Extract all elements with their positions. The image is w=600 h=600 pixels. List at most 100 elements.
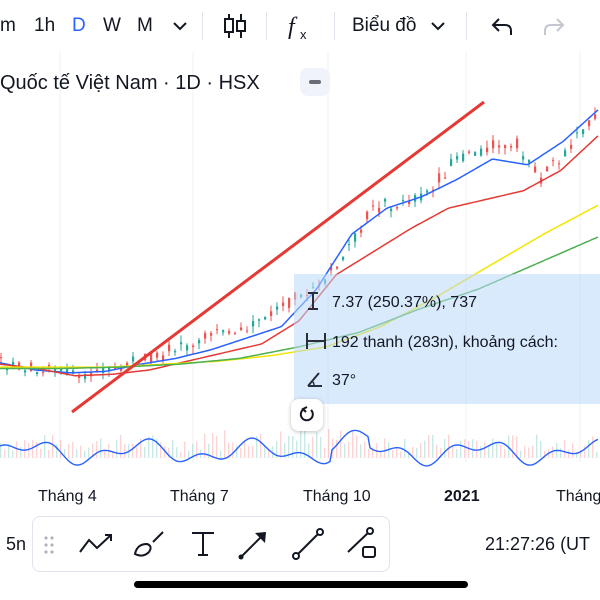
candle-body [156, 352, 159, 358]
volume-bar [256, 435, 258, 458]
redo-icon[interactable] [542, 16, 566, 38]
volume-bar [124, 444, 126, 458]
volume-bar [152, 435, 154, 458]
candle-body [66, 368, 69, 375]
candle-body [114, 367, 117, 370]
candle-body [216, 329, 219, 331]
volume-bar [536, 434, 538, 458]
symbol-title: Quốc tế Việt Nam · 1D · HSX [0, 72, 260, 94]
timeframe-label[interactable]: 5n [6, 534, 27, 554]
candle-body [564, 150, 567, 157]
candle-body [42, 372, 45, 374]
volume-bar [324, 448, 326, 458]
candle-body [552, 160, 555, 162]
candle-body [378, 207, 381, 213]
candle-body [402, 200, 405, 202]
interval-month[interactable]: M [137, 15, 153, 36]
candle-body [450, 159, 453, 166]
volume-bar [8, 444, 10, 458]
volume-bar [208, 443, 210, 458]
volume-bar [288, 435, 290, 458]
volume-bar [212, 433, 214, 458]
volume-bar [460, 440, 462, 458]
candle-body [558, 163, 561, 165]
text-tool-icon[interactable] [189, 529, 217, 559]
svg-text:f: f [288, 14, 298, 40]
chart-type-chevron-down-icon[interactable] [430, 19, 446, 33]
candle-body [576, 132, 579, 134]
candle-body [186, 345, 189, 351]
candle-body [120, 367, 123, 371]
volume-bar [176, 447, 178, 458]
candle-body [342, 256, 345, 260]
chart-type-label[interactable]: Biểu đồ [352, 15, 417, 36]
brush-icon[interactable] [131, 528, 167, 560]
interval-chevron-down-icon[interactable] [172, 19, 188, 33]
candlestick-icon[interactable] [222, 12, 248, 40]
volume-bar [300, 430, 302, 458]
volume-bar [568, 450, 570, 458]
candle-body [528, 159, 531, 163]
chart-canvas[interactable] [0, 52, 600, 512]
candle-body [48, 364, 51, 368]
volume-bar [140, 438, 142, 458]
toolbar-divider [202, 12, 203, 40]
volume-bar [392, 450, 394, 458]
drawing-toolbar [32, 516, 390, 572]
candle-body [438, 173, 441, 183]
interval-day[interactable]: D [72, 15, 86, 36]
candle-body [354, 233, 357, 242]
reset-chart-button[interactable] [291, 399, 323, 431]
volume-bar [424, 440, 426, 458]
candle-body [210, 333, 213, 336]
volume-bar [368, 449, 370, 458]
price-range-icon [306, 292, 332, 312]
candle-body [456, 156, 459, 160]
volume-bar [116, 439, 118, 458]
candle-body [486, 147, 489, 153]
volume-bar [240, 448, 242, 458]
ray-rectangle-icon[interactable] [343, 527, 379, 561]
candle-body [252, 321, 255, 327]
arrow-tool-icon[interactable] [237, 527, 271, 561]
volume-bar [472, 439, 474, 458]
volume-bar [516, 436, 518, 458]
undo-icon[interactable] [490, 16, 514, 38]
trend-line-icon[interactable] [291, 527, 325, 561]
volume-bar [184, 441, 186, 458]
candle-body [78, 375, 81, 378]
volume-bar [336, 439, 338, 458]
x-axis-label: Tháng 4 [38, 488, 97, 505]
volume-bar [112, 451, 114, 458]
volume-bar [268, 449, 270, 458]
drag-handle-icon[interactable] [43, 535, 55, 555]
volume-bar [36, 441, 38, 458]
candle-body [192, 345, 195, 347]
candle-body [24, 370, 27, 373]
interval-week[interactable]: W [103, 15, 121, 36]
interval-minute[interactable]: m [0, 15, 16, 36]
volume-bar [560, 448, 562, 458]
candle-body [162, 355, 165, 361]
volume-bar [28, 443, 30, 458]
volume-bar [172, 439, 174, 458]
collapse-legend-button[interactable] [300, 68, 330, 96]
volume-bar [264, 444, 266, 458]
volume-bar [316, 432, 318, 458]
interval-1h[interactable]: 1h [34, 15, 56, 36]
candle-body [588, 120, 591, 127]
volume-bar [592, 436, 594, 458]
candle-body [174, 351, 177, 353]
angle-icon [306, 370, 332, 390]
volume-bar [320, 436, 322, 458]
volume-bar [236, 445, 238, 458]
volume-bar [404, 438, 406, 458]
volume-bar [524, 445, 526, 458]
price-chart[interactable] [0, 52, 600, 512]
measure-tooltip: 7.37 (250.37%), 737 192 thanh (283n), kh… [294, 274, 600, 404]
trend-path-icon[interactable] [77, 530, 117, 558]
volume-bar [296, 440, 298, 458]
indicators-fx-icon[interactable]: f x [286, 10, 316, 42]
reset-icon [299, 406, 314, 422]
volume-bar [48, 449, 50, 458]
